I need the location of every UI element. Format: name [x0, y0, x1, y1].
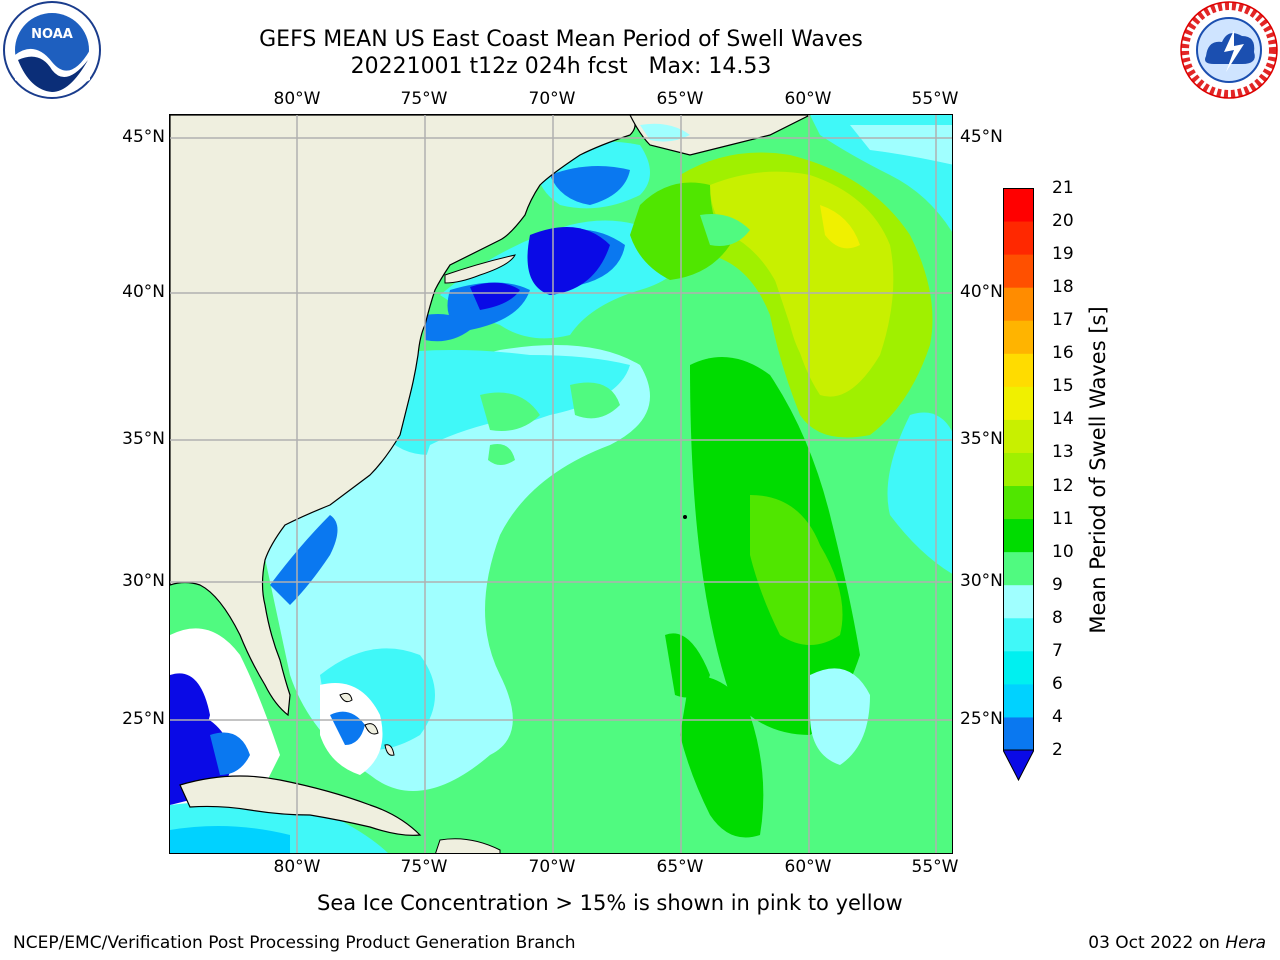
colorbar-tick-label: 20 [1052, 211, 1074, 232]
lon-tick-bottom: 55°W [911, 857, 959, 877]
land-maritimes [629, 115, 811, 156]
swell-period-map [169, 114, 953, 854]
lat-tick-left: 40°N [122, 282, 165, 302]
colorbar-box [1003, 518, 1034, 553]
colorbar-tick-label: 12 [1052, 475, 1074, 496]
colorbar-box [1003, 287, 1034, 321]
noaa-logo-text: NOAA [31, 27, 73, 42]
land-cuba [179, 775, 422, 836]
sea-ice-note: Sea Ice Concentration > 15% is shown in … [317, 891, 903, 915]
lon-tick-top: 70°W [528, 89, 576, 109]
lat-tick-left: 35°N [122, 429, 165, 449]
lon-tick-top: 75°W [400, 89, 448, 109]
date-stamp: 03 Oct 2022 on Hera [1088, 933, 1266, 953]
colorbar-box [1003, 716, 1034, 751]
lat-tick-left: 45°N [122, 127, 165, 147]
colorbar-tick-label: 15 [1052, 376, 1074, 397]
colorbar-box [1003, 254, 1034, 288]
colorbar-tick-label: 11 [1052, 508, 1074, 529]
credit-text: NCEP/EMC/Verification Post Processing Pr… [13, 933, 576, 953]
lat-tick-left: 30°N [122, 571, 165, 591]
lon-tick-top: 55°W [911, 89, 959, 109]
colorbar-tick-label: 19 [1052, 244, 1074, 265]
colorbar-tick-label: 21 [1052, 178, 1074, 198]
lat-tick-right: 40°N [960, 282, 1003, 302]
colorbar-box [1003, 452, 1034, 487]
chart-title: GEFS MEAN US East Coast Mean Period of S… [259, 27, 863, 52]
lon-tick-bottom: 75°W [400, 857, 448, 877]
lon-tick-top: 80°W [273, 89, 321, 109]
noaa-logo: NOAA [0, 0, 104, 100]
colorbar-box [1003, 551, 1034, 586]
colorbar-tick-label: 6 [1052, 673, 1063, 694]
lon-tick-bottom: 60°W [784, 857, 832, 877]
colorbar-box [1003, 485, 1034, 520]
colorbar-box [1003, 188, 1034, 222]
colorbar-box [1003, 353, 1034, 387]
colorbar-extend-arrow [1003, 749, 1034, 782]
colorbar-tick-label: 4 [1052, 706, 1063, 727]
chart-subtitle: 20221001 t12z 024h fcst Max: 14.53 [350, 54, 772, 79]
colorbar-box [1003, 419, 1034, 453]
colorbar-tick-label: 14 [1052, 409, 1074, 430]
lat-tick-right: 30°N [960, 571, 1003, 591]
colorbar [1003, 188, 1034, 782]
lon-tick-top: 65°W [656, 89, 704, 109]
colorbar-box [1003, 683, 1034, 718]
colorbar-tick-label: 7 [1052, 640, 1063, 661]
nws-logo [1178, 0, 1280, 100]
lon-tick-bottom: 70°W [528, 857, 576, 877]
colorbar-title: Mean Period of Swell Waves [s] [1086, 306, 1110, 634]
lat-tick-right: 45°N [960, 127, 1003, 147]
colorbar-box [1003, 650, 1034, 685]
lat-tick-left: 25°N [122, 709, 165, 729]
colorbar-tick-label: 16 [1052, 343, 1074, 364]
colorbar-box [1003, 221, 1034, 255]
colorbar-tick-label: 10 [1052, 541, 1074, 562]
colorbar-box [1003, 320, 1034, 354]
colorbar-tick-label: 17 [1052, 310, 1074, 331]
lon-tick-bottom: 65°W [656, 857, 704, 877]
colorbar-box [1003, 617, 1034, 652]
colorbar-tick-label: 9 [1052, 574, 1063, 595]
colorbar-box [1003, 386, 1034, 420]
colorbar-tick-label: 18 [1052, 277, 1074, 298]
colorbar-box [1003, 584, 1034, 619]
land-north-america [170, 115, 636, 717]
lon-tick-bottom: 80°W [273, 857, 321, 877]
colorbar-tick-label: 13 [1052, 442, 1074, 463]
colorbar-tick-label: 2 [1052, 740, 1063, 760]
lat-tick-right: 25°N [960, 709, 1003, 729]
lat-tick-right: 35°N [960, 429, 1003, 449]
lon-tick-top: 60°W [784, 89, 832, 109]
machine-name: Hera [1225, 933, 1266, 953]
date-text: 03 Oct 2022 on [1088, 933, 1226, 953]
map-gridlines [170, 115, 952, 853]
colorbar-tick-label: 8 [1052, 607, 1063, 628]
